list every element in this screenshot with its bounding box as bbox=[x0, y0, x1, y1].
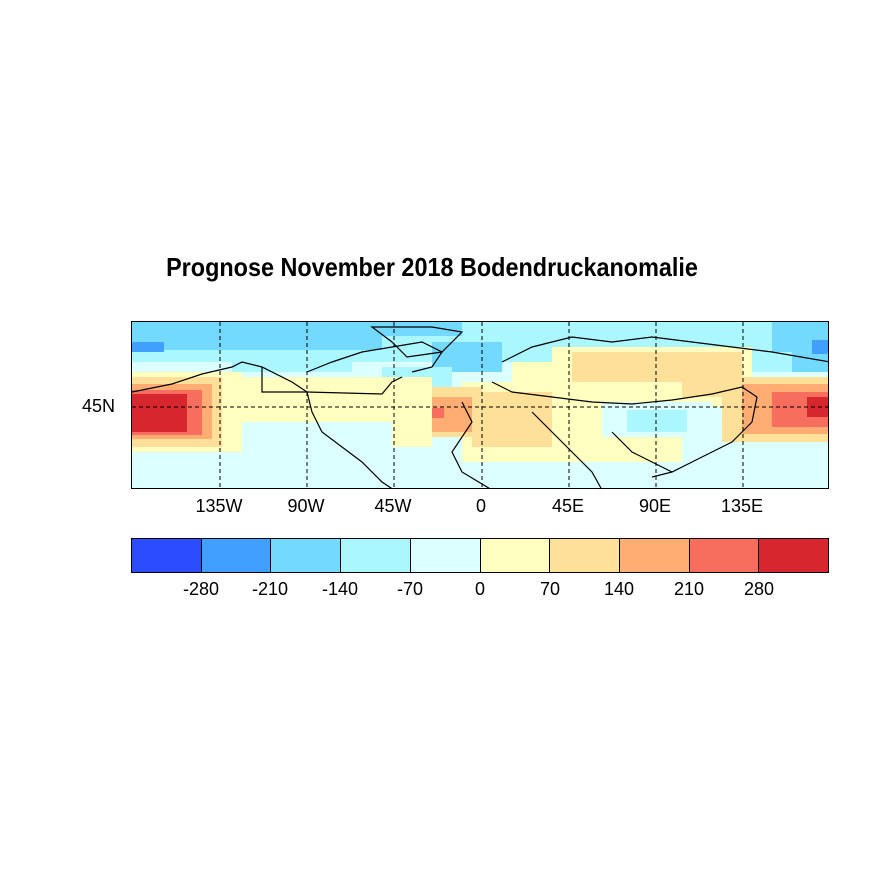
map-field bbox=[132, 322, 828, 488]
colorbar-segment bbox=[271, 539, 342, 572]
colorbar-label: -280 bbox=[182, 579, 220, 599]
colorbar-label: -70 bbox=[396, 579, 424, 599]
y-tick-45n: 45N bbox=[82, 396, 116, 416]
colorbar-segment bbox=[759, 539, 829, 572]
x-tick-90w: 90W bbox=[287, 496, 325, 516]
x-tick-0: 0 bbox=[475, 496, 487, 516]
colorbar-segment bbox=[689, 539, 760, 572]
colorbar-label: -140 bbox=[321, 579, 359, 599]
colorbar-segment bbox=[619, 539, 690, 572]
x-tick-135w: 135W bbox=[195, 496, 243, 516]
colorbar-label: -210 bbox=[251, 579, 289, 599]
x-tick-135e: 135E bbox=[720, 496, 764, 516]
colorbar-segment bbox=[410, 539, 481, 572]
coastlines bbox=[132, 326, 828, 488]
x-tick-90e: 90E bbox=[638, 496, 672, 516]
colorbar-label: 280 bbox=[743, 579, 775, 599]
colorbar-segment bbox=[480, 539, 551, 572]
colorbar-segment bbox=[201, 539, 272, 572]
colorbar-segment bbox=[341, 539, 411, 572]
colorbar-label: 70 bbox=[539, 579, 561, 599]
colorbar-label: 0 bbox=[474, 579, 486, 599]
colorbar-segment bbox=[132, 539, 202, 572]
colorbar bbox=[131, 538, 829, 573]
colorbar-label: 210 bbox=[673, 579, 705, 599]
anomaly-map bbox=[131, 321, 829, 489]
x-tick-45e: 45E bbox=[551, 496, 585, 516]
x-tick-45w: 45W bbox=[374, 496, 412, 516]
colorbar-segment bbox=[550, 539, 620, 572]
colorbar-label: 140 bbox=[603, 579, 635, 599]
chart-title: Prognose November 2018 Bodendruckanomali… bbox=[166, 252, 698, 282]
